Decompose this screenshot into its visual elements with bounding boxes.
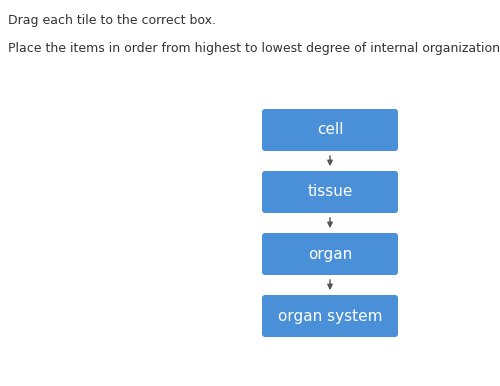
- Text: organ system: organ system: [278, 308, 382, 323]
- Text: tissue: tissue: [308, 185, 352, 200]
- Text: Drag each tile to the correct box.: Drag each tile to the correct box.: [8, 14, 216, 27]
- FancyBboxPatch shape: [262, 233, 398, 275]
- FancyBboxPatch shape: [262, 109, 398, 151]
- Text: organ: organ: [308, 247, 352, 261]
- Text: Place the items in order from highest to lowest degree of internal organization.: Place the items in order from highest to…: [8, 42, 500, 55]
- FancyBboxPatch shape: [262, 295, 398, 337]
- Text: cell: cell: [317, 122, 343, 137]
- FancyBboxPatch shape: [262, 171, 398, 213]
